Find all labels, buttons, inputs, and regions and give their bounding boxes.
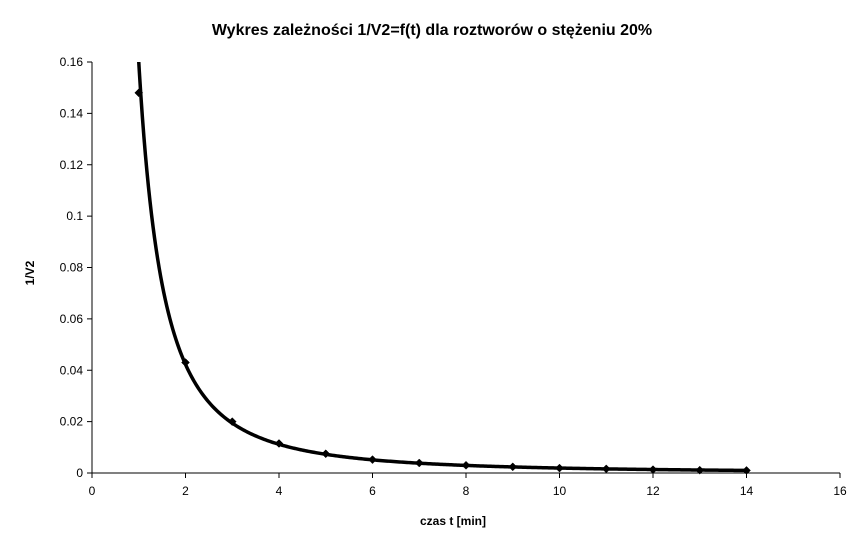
x-tick-label: 6 [369,484,376,498]
trendline [137,62,749,473]
x-tick-label: 2 [182,484,189,498]
y-tick-label: 0 [76,466,83,480]
y-tick-label: 0.04 [60,363,84,377]
data-point [555,463,564,473]
data-point [274,439,284,448]
x-tick-label: 0 [89,484,96,498]
x-tick-label: 16 [833,484,847,498]
x-axis-label: czas t [min] [420,514,486,528]
data-point [648,465,658,475]
data-point [601,464,611,474]
y-tick-label: 0.06 [60,312,84,326]
y-tick-label: 0.14 [60,106,84,120]
x-tick-label: 10 [553,484,567,498]
data-point [368,455,377,464]
data-point [508,462,518,472]
x-tick-label: 8 [463,484,470,498]
plot-area: 0 0.02 0.04 0.06 0.08 0.1 0.12 0.14 0.16 0 2 4 6 8 10 1… [60,55,847,498]
x-tick-label: 14 [740,484,754,498]
x-tick-label: 4 [276,484,283,498]
data-point [227,417,237,426]
data-point [134,88,144,98]
chart-title: Wykres zależności 1/V2=f(t) dla roztworó… [212,22,652,39]
data-point [742,466,751,475]
y-axis-label: 1/V2 [23,260,37,285]
y-tick-label: 0.1 [66,209,83,223]
y-tick-label: 0.08 [60,261,84,275]
y-tick-label: 0.16 [60,55,84,69]
y-tick-label: 0.12 [60,158,84,172]
y-tick-label: 0.02 [60,415,84,429]
data-point [181,358,190,367]
data-point [461,460,471,470]
data-point [321,449,331,459]
x-tick-label: 12 [646,484,660,498]
data-point [414,458,424,468]
data-point [695,465,705,475]
